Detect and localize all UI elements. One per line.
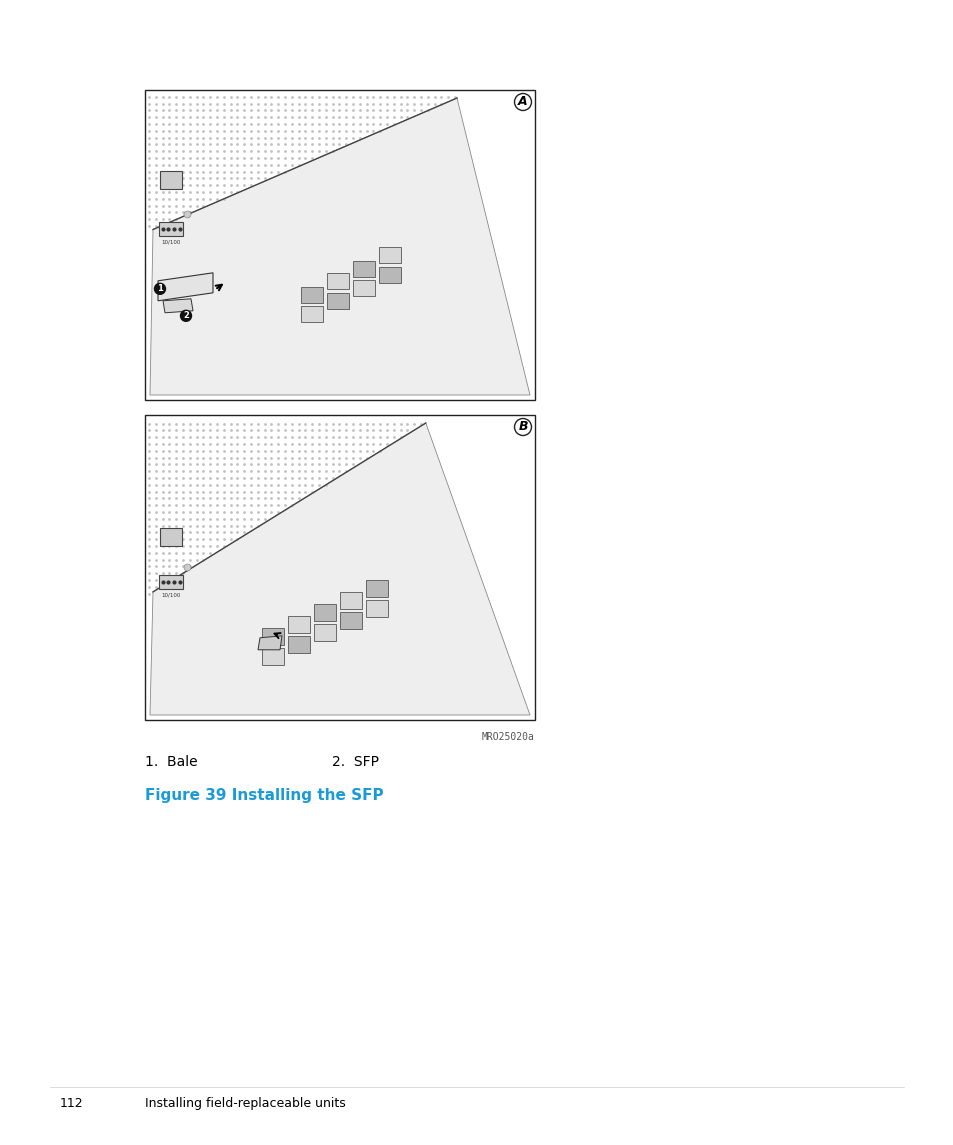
Bar <box>160 172 182 189</box>
Polygon shape <box>262 648 284 665</box>
Text: B: B <box>517 420 527 434</box>
Text: 2.  SFP: 2. SFP <box>332 755 378 769</box>
Circle shape <box>180 310 192 322</box>
Polygon shape <box>288 637 310 653</box>
Polygon shape <box>314 603 335 621</box>
Circle shape <box>154 283 165 294</box>
Polygon shape <box>288 616 310 632</box>
Polygon shape <box>378 268 400 284</box>
Polygon shape <box>327 274 349 290</box>
Polygon shape <box>339 613 361 629</box>
Circle shape <box>514 94 531 111</box>
Bar <box>160 528 182 546</box>
Text: 2: 2 <box>183 311 189 321</box>
Text: 1.  Bale: 1. Bale <box>145 755 197 769</box>
Text: Installing field-replaceable units: Installing field-replaceable units <box>145 1097 345 1110</box>
Bar <box>145 90 535 400</box>
Polygon shape <box>339 592 361 609</box>
Polygon shape <box>301 286 323 302</box>
Polygon shape <box>366 600 388 617</box>
Text: MRO25020a: MRO25020a <box>481 732 535 742</box>
Bar <box>145 414 535 720</box>
Bar <box>159 575 183 589</box>
Polygon shape <box>353 261 375 276</box>
Text: 1: 1 <box>157 284 163 293</box>
Bar <box>159 222 183 236</box>
Text: 10/100: 10/100 <box>161 593 180 598</box>
Polygon shape <box>150 423 530 714</box>
Polygon shape <box>301 307 323 323</box>
Polygon shape <box>327 293 349 309</box>
Polygon shape <box>257 635 282 650</box>
Polygon shape <box>150 98 530 395</box>
Polygon shape <box>262 627 284 645</box>
Polygon shape <box>163 299 193 313</box>
Text: 10/100: 10/100 <box>161 239 180 245</box>
Polygon shape <box>378 247 400 263</box>
Polygon shape <box>353 281 375 297</box>
Text: Figure 39 Installing the SFP: Figure 39 Installing the SFP <box>145 788 383 803</box>
Polygon shape <box>158 273 213 301</box>
Polygon shape <box>314 624 335 641</box>
Polygon shape <box>366 579 388 597</box>
Circle shape <box>514 419 531 435</box>
Text: 112: 112 <box>60 1097 84 1110</box>
Text: A: A <box>517 95 527 109</box>
